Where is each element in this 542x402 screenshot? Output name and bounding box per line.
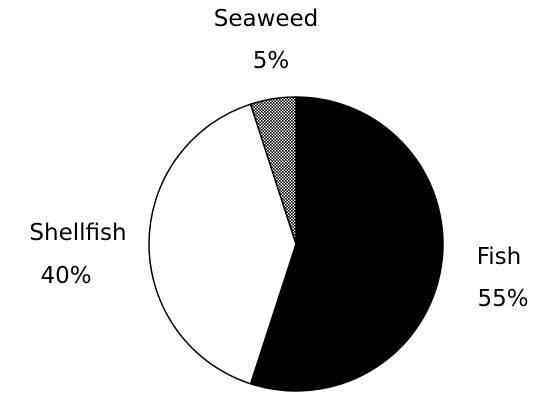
pie-slices <box>148 96 444 392</box>
slice-label-fish-percent: 55% <box>477 286 528 312</box>
pie-slice-fish <box>249 96 444 392</box>
pie-slice-seaweed <box>249 96 297 245</box>
slice-label-seaweed-name: Seaweed <box>214 6 319 32</box>
slice-label-shellfish-percent: 40% <box>40 263 91 289</box>
slice-label-shellfish-name: Shellfish <box>29 220 126 246</box>
pie-slice-shellfish <box>148 103 297 385</box>
slice-label-seaweed-percent: 5% <box>253 48 290 74</box>
slice-label-fish-name: Fish <box>477 244 522 270</box>
